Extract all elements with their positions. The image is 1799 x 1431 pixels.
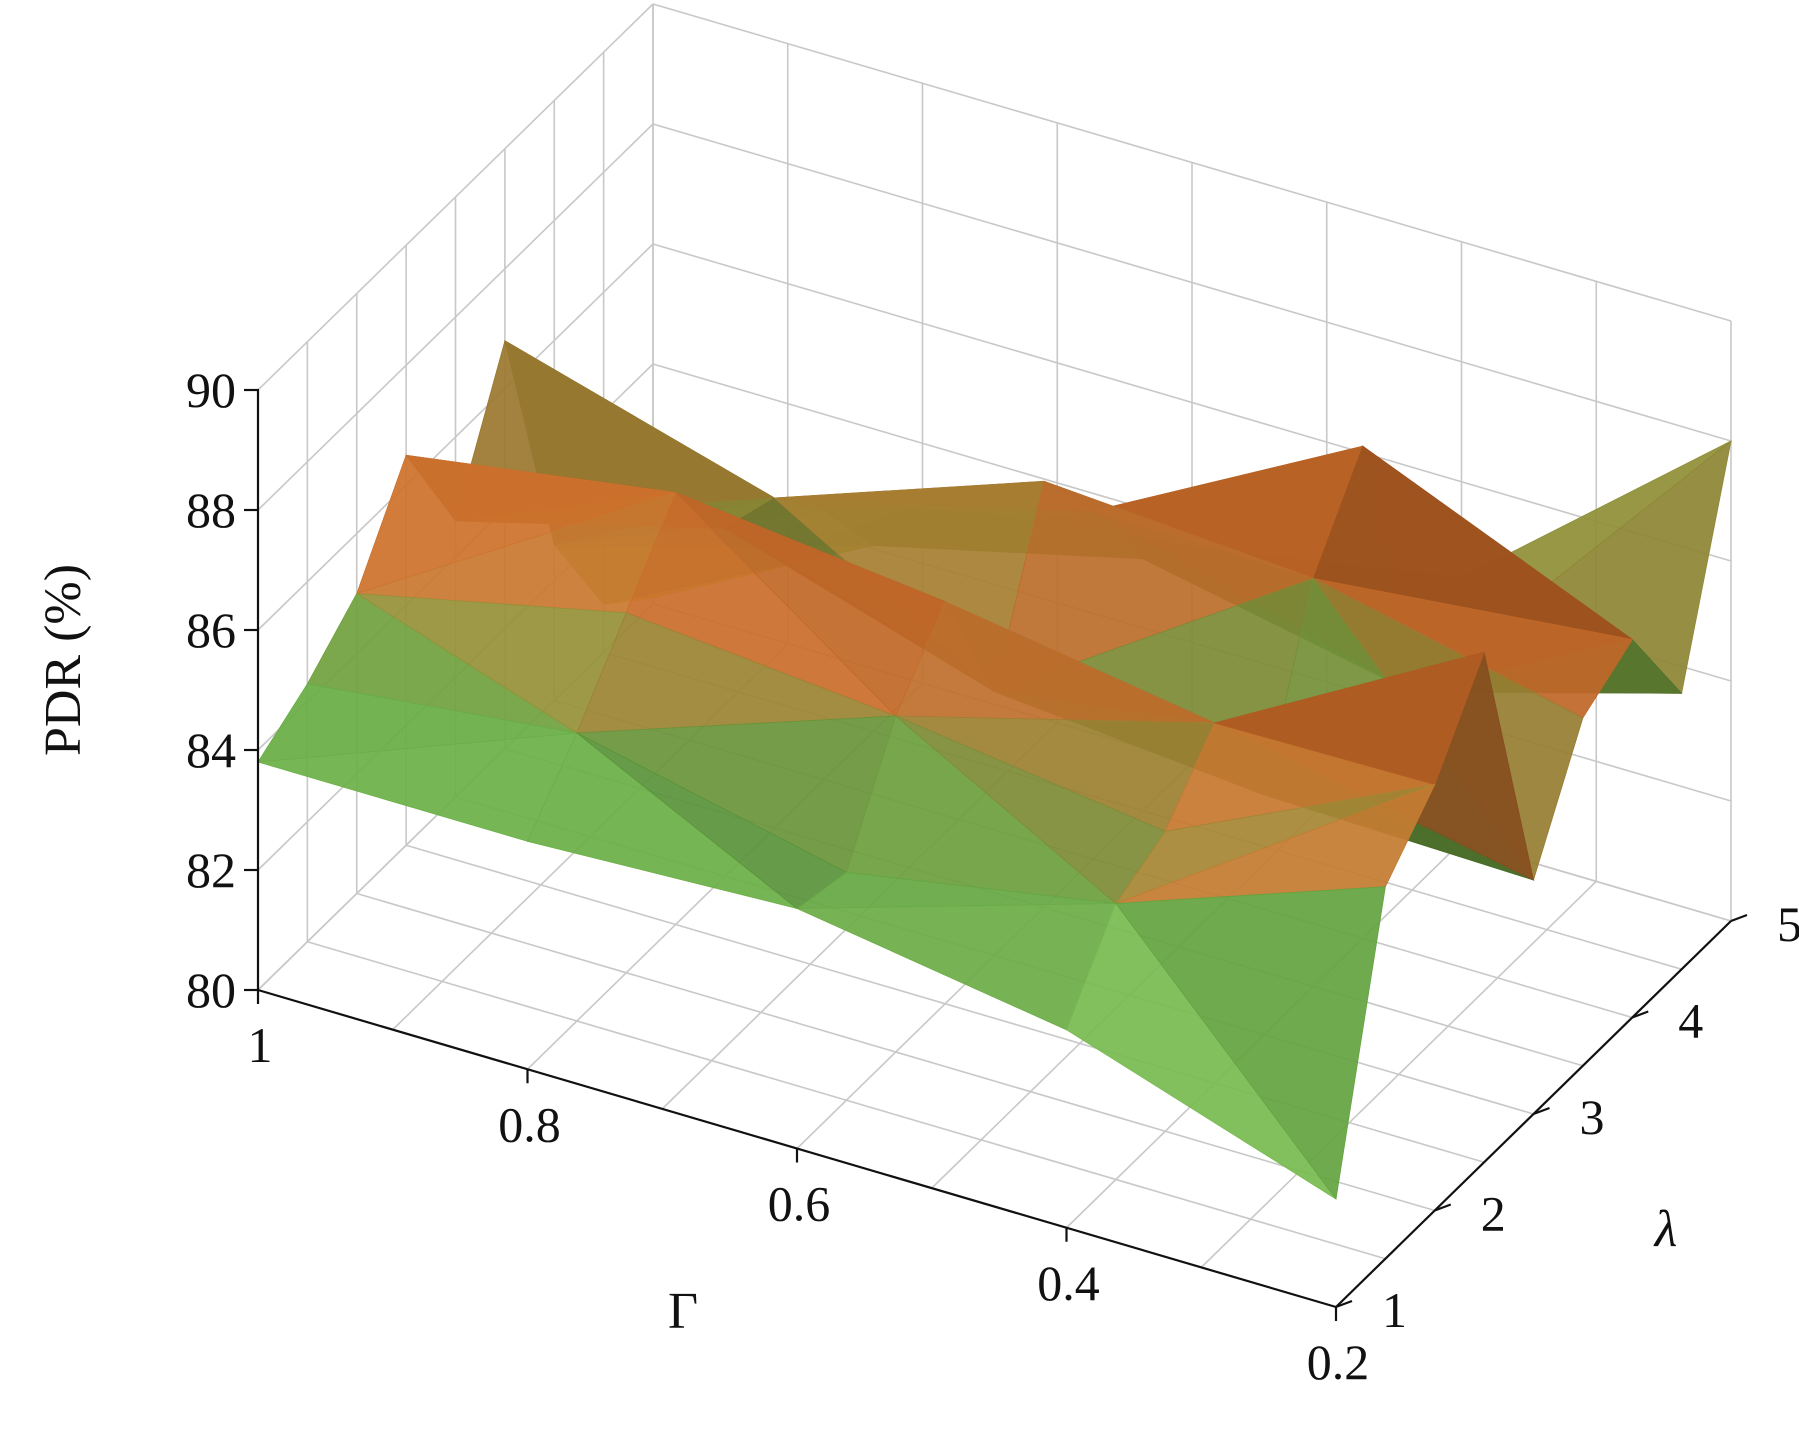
y-tick-mark [1631, 1010, 1649, 1019]
axes [244, 388, 1748, 1321]
surface-facet [796, 903, 1117, 1031]
y-axis-title: λ [1653, 1201, 1678, 1258]
z-axis-title: PDR (%) [35, 564, 92, 756]
x-tick-label: 0.2 [1307, 1334, 1370, 1390]
grid-line-left-horizontal [257, 243, 654, 631]
z-tick-label: 80 [186, 962, 236, 1018]
x-axis-title: Γ [668, 1283, 698, 1340]
x-tick-label: 0.8 [498, 1096, 561, 1152]
z-tick-label: 90 [186, 362, 236, 418]
z-tick-label: 84 [186, 722, 236, 778]
grid-line-left-horizontal [257, 123, 654, 511]
y-tick-label: 5 [1777, 896, 1799, 952]
y-tick-label: 1 [1382, 1282, 1407, 1338]
y-tick-mark [1730, 913, 1748, 923]
x-tick-label: 1 [248, 1017, 273, 1073]
grid-line-back-horizontal [652, 123, 1732, 442]
x-tick-label: 0.6 [768, 1176, 831, 1232]
y-tick-label: 4 [1678, 993, 1703, 1049]
grid-line-back-horizontal [652, 243, 1732, 562]
z-tick-label: 82 [186, 842, 236, 898]
y-tick-mark [1434, 1203, 1452, 1212]
z-tick-label: 86 [186, 602, 236, 658]
grid-line-floor-y [356, 892, 1435, 1212]
surface [257, 339, 1732, 1201]
grid-line-left-horizontal [257, 3, 654, 391]
y-tick-label: 3 [1580, 1089, 1605, 1145]
grid-line-floor-y [307, 940, 1386, 1260]
surface-facet [1115, 886, 1386, 1201]
z-tick-label: 88 [186, 482, 236, 538]
y-tick-mark [1335, 1299, 1353, 1309]
y-tick-mark [1533, 1106, 1550, 1116]
grid-line-back-horizontal [652, 3, 1732, 322]
surface-facet [1213, 651, 1485, 785]
x-tick-label: 0.4 [1037, 1255, 1100, 1311]
y-tick-label: 2 [1481, 1186, 1506, 1242]
